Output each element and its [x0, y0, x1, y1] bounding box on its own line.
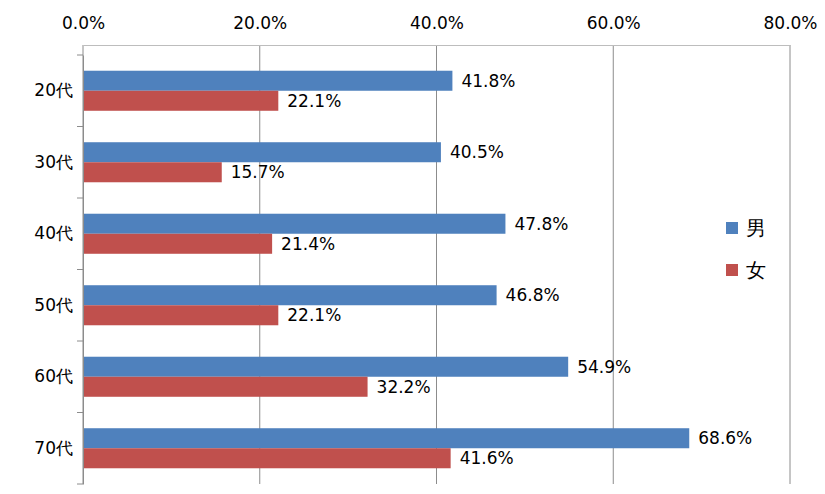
x-tick: 80.0% — [763, 13, 817, 45]
bar — [83, 428, 689, 448]
y-tick-label: 40代 — [34, 223, 73, 243]
legend-label: 男 — [746, 216, 766, 240]
y-tick: 40代 — [34, 223, 83, 243]
y-tick-label: 20代 — [34, 80, 73, 100]
data-label: 32.2% — [377, 377, 431, 397]
bar — [83, 305, 278, 325]
x-tick-label: 40.0% — [410, 13, 464, 33]
legend-label: 女 — [746, 258, 766, 282]
y-tick: 50代 — [34, 295, 83, 315]
x-axis-line — [84, 45, 791, 46]
x-tick: 20.0% — [233, 13, 287, 45]
x-tick-label: 60.0% — [587, 13, 641, 33]
data-label: 68.6% — [698, 428, 752, 448]
data-label: 46.8% — [506, 285, 560, 305]
y-tick: 70代 — [34, 438, 83, 458]
x-tick-label: 80.0% — [763, 13, 817, 33]
x-tick-label: 0.0% — [62, 13, 105, 33]
legend-swatch — [726, 264, 738, 276]
bar — [83, 285, 497, 305]
grid-line — [83, 45, 84, 484]
grid-line — [436, 45, 437, 484]
grid — [83, 45, 790, 484]
chart: 0.0% 20.0% 40.0% 60.0% 80.0% 20代 30代 40代 50代 60代 7… — [0, 0, 825, 494]
y-axis: 20代 30代 40代 50代 60代 70代 — [34, 56, 83, 485]
data-label: 22.1% — [287, 91, 341, 111]
data-label: 40.5% — [450, 142, 504, 162]
category-separator — [77, 126, 83, 127]
data-label: 54.9% — [577, 357, 631, 377]
legend-swatch — [726, 222, 738, 234]
legend: 男女 — [726, 216, 766, 282]
bar — [83, 162, 222, 182]
data-label: 21.4% — [281, 234, 335, 254]
x-axis: 0.0% 20.0% 40.0% 60.0% 80.0% — [62, 13, 818, 46]
category-separator — [77, 198, 83, 199]
bar — [83, 71, 452, 91]
bar — [83, 142, 441, 162]
bar — [83, 448, 451, 468]
bar — [83, 91, 278, 111]
data-label: 41.6% — [460, 448, 514, 468]
y-tick: 30代 — [34, 152, 83, 172]
category-separators — [77, 55, 83, 484]
grid-line — [790, 45, 791, 484]
grid-line — [613, 45, 614, 484]
y-tick-label: 60代 — [34, 366, 73, 386]
bar — [83, 214, 505, 234]
category-separator — [77, 412, 83, 413]
data-label: 15.7% — [231, 162, 285, 182]
y-tick-label: 30代 — [34, 152, 73, 172]
category-separator — [77, 55, 83, 56]
category-separator — [77, 341, 83, 342]
x-tick: 40.0% — [410, 13, 464, 45]
x-tick-label: 20.0% — [233, 13, 287, 33]
x-tick: 60.0% — [587, 13, 641, 45]
y-tick: 20代 — [34, 80, 83, 100]
bar — [83, 377, 368, 397]
data-label: 47.8% — [514, 214, 568, 234]
data-label: 22.1% — [287, 305, 341, 325]
bar — [83, 234, 272, 254]
y-tick-label: 70代 — [34, 438, 73, 458]
y-tick: 60代 — [34, 366, 83, 386]
x-tick: 0.0% — [62, 13, 105, 45]
category-separator — [77, 484, 83, 485]
y-axis-line — [83, 56, 84, 485]
bar — [83, 357, 568, 377]
data-labels: 41.8% 40.5% 47.8% 46.8% 54.9% 68.6% 22.1% 15.7%… — [231, 71, 753, 469]
data-label: 41.8% — [461, 71, 515, 91]
y-tick-label: 50代 — [34, 295, 73, 315]
grid-line — [259, 45, 260, 484]
bars — [83, 71, 689, 469]
category-separator — [77, 269, 83, 270]
